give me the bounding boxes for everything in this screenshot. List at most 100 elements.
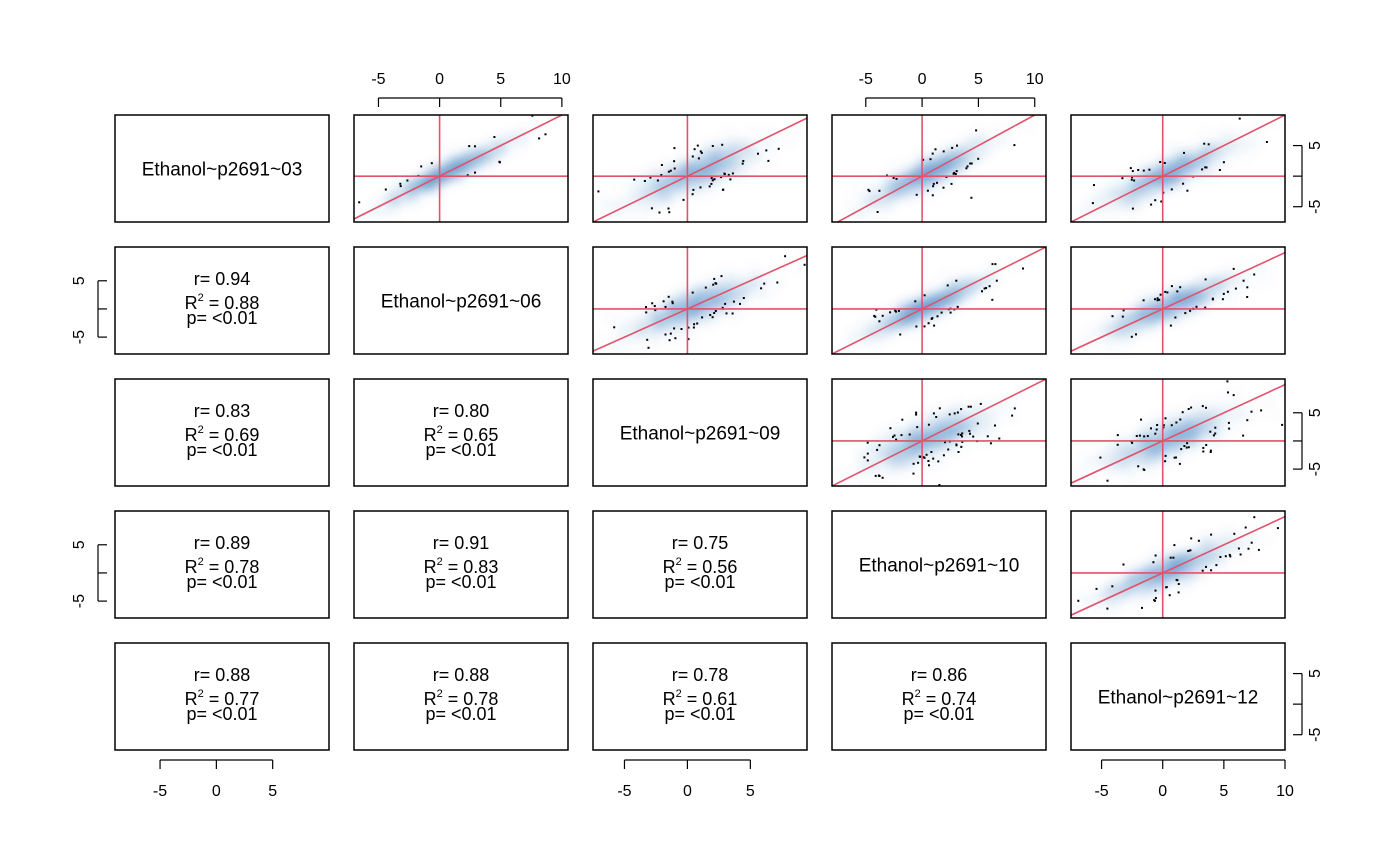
outlier-point bbox=[1170, 188, 1173, 191]
outlier-point bbox=[901, 418, 904, 421]
outlier-point bbox=[784, 255, 787, 258]
outlier-point bbox=[731, 172, 734, 175]
outlier-point bbox=[953, 171, 956, 174]
outlier-point bbox=[812, 121, 814, 123]
outlier-point bbox=[938, 484, 941, 486]
outlier-point bbox=[1170, 424, 1173, 427]
outlier-point bbox=[406, 179, 409, 182]
outlier-point bbox=[721, 143, 724, 146]
tick-label: 5 bbox=[746, 783, 755, 800]
outlier-point bbox=[493, 136, 496, 138]
outlier-point bbox=[1133, 179, 1136, 182]
panel-r4-c2: r= 0.78 R2 = 0.61p= <0.01 bbox=[592, 642, 808, 751]
outlier-point bbox=[1162, 424, 1165, 427]
outlier-point bbox=[468, 145, 471, 148]
outlier-point bbox=[932, 412, 935, 415]
diagonal-variable-label: Ethanol~p2691~06 bbox=[381, 292, 542, 313]
r-squared-label: R2 = 0.65 bbox=[424, 424, 499, 445]
outlier-point bbox=[868, 190, 871, 193]
r-squared-label: R2 = 0.83 bbox=[424, 556, 499, 577]
outlier-point bbox=[682, 198, 685, 201]
outlier-point bbox=[1170, 285, 1173, 288]
outlier-point bbox=[965, 167, 968, 170]
outlier-point bbox=[1260, 409, 1263, 412]
outlier-point bbox=[1228, 427, 1231, 430]
outlier-point bbox=[1265, 141, 1268, 143]
outlier-point bbox=[1242, 279, 1245, 282]
tick-label: 10 bbox=[1276, 783, 1294, 800]
outlier-point bbox=[1226, 380, 1229, 383]
outlier-point bbox=[832, 492, 834, 494]
outlier-point bbox=[1187, 549, 1190, 552]
outlier-point bbox=[1215, 564, 1218, 567]
outlier-point bbox=[720, 275, 723, 278]
outlier-point bbox=[1116, 443, 1119, 446]
outlier-point bbox=[972, 435, 975, 438]
tick-label: -5 bbox=[71, 594, 88, 608]
correlation-r-label: r= 0.88 bbox=[433, 665, 490, 685]
tick-label: 5 bbox=[1307, 669, 1324, 678]
outlier-point bbox=[671, 302, 674, 305]
outlier-point bbox=[1011, 414, 1014, 417]
outlier-point bbox=[956, 411, 959, 414]
p-value-label: p= <0.01 bbox=[186, 704, 257, 724]
outlier-point bbox=[1185, 446, 1188, 449]
tick-label: 0 bbox=[918, 71, 927, 88]
reference-lines bbox=[832, 379, 1046, 486]
outlier-point bbox=[937, 460, 940, 463]
outlier-point bbox=[1175, 456, 1177, 459]
outlier-point bbox=[1187, 446, 1190, 449]
outlier-point bbox=[986, 435, 989, 438]
outlier-points bbox=[597, 121, 814, 214]
panel-r1-c3 bbox=[831, 246, 1047, 355]
outlier-point bbox=[956, 305, 959, 308]
outlier-point bbox=[866, 459, 869, 462]
outlier-point bbox=[1143, 435, 1146, 438]
panel-r2-c2: Ethanol~p2691~09 bbox=[592, 378, 808, 487]
panel-r2-c3 bbox=[831, 378, 1047, 494]
outlier-point bbox=[961, 440, 964, 443]
panel-r3-c4 bbox=[1070, 510, 1286, 619]
outlier-point bbox=[1177, 591, 1180, 594]
outlier-point bbox=[1276, 527, 1279, 530]
outlier-point bbox=[926, 189, 929, 192]
correlation-r-label: r= 0.80 bbox=[433, 401, 490, 421]
r-squared-label: R2 = 0.69 bbox=[185, 424, 260, 445]
outlier-point bbox=[742, 297, 745, 299]
outlier-point bbox=[570, 117, 572, 119]
r-squared-label: R2 = 0.78 bbox=[185, 556, 260, 577]
outlier-point bbox=[1201, 405, 1204, 408]
outlier-point bbox=[895, 438, 898, 441]
p-value-label: p= <0.01 bbox=[186, 572, 257, 592]
outlier-point bbox=[1013, 144, 1016, 147]
panel-frame bbox=[353, 378, 569, 487]
reference-lines bbox=[1071, 511, 1285, 618]
outlier-point bbox=[931, 152, 934, 155]
outlier-point bbox=[1179, 286, 1182, 289]
outlier-point bbox=[399, 185, 402, 188]
outlier-point bbox=[895, 310, 897, 313]
outlier-point bbox=[899, 333, 902, 336]
outlier-point bbox=[1141, 606, 1143, 609]
outlier-point bbox=[664, 305, 667, 308]
panel-frame bbox=[114, 510, 330, 619]
outlier-point bbox=[1228, 553, 1231, 556]
outlier-point bbox=[700, 151, 703, 154]
outlier-point bbox=[947, 448, 950, 451]
outlier-point bbox=[713, 178, 716, 181]
outlier-point bbox=[673, 167, 676, 170]
outlier-point bbox=[942, 454, 945, 457]
correlation-r-label: r= 0.78 bbox=[672, 665, 729, 685]
outlier-point bbox=[874, 315, 877, 318]
outlier-point bbox=[725, 312, 728, 315]
outlier-point bbox=[936, 181, 938, 184]
identity-line bbox=[1071, 383, 1285, 485]
outlier-point bbox=[915, 413, 918, 416]
outlier-point bbox=[1246, 419, 1249, 422]
outlier-point bbox=[867, 188, 870, 191]
outlier-point bbox=[1226, 290, 1229, 293]
outlier-point bbox=[668, 211, 671, 214]
outlier-point bbox=[1153, 599, 1156, 602]
outlier-point bbox=[1168, 594, 1171, 597]
panel-frame bbox=[114, 114, 330, 223]
